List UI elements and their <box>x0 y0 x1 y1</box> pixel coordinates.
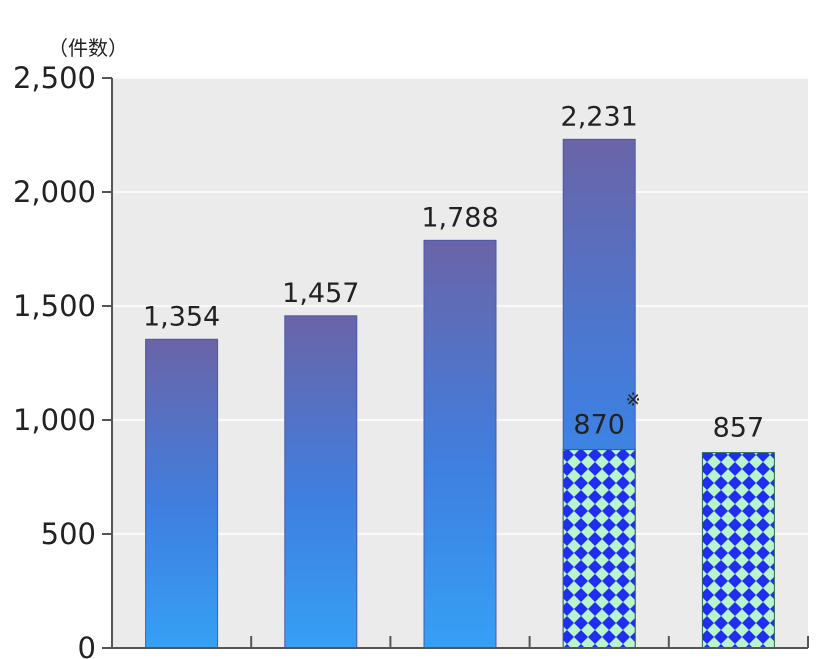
data-label: 1,457 <box>282 278 359 309</box>
y-axis: 0 500 1,000 1,500 2,000 2,500 <box>13 61 113 659</box>
bars <box>145 138 775 649</box>
bar <box>284 315 358 649</box>
annotation-mark: ※ <box>626 390 641 411</box>
bar <box>423 239 497 649</box>
data-labels: 1,354 1,457 1,788 2,231 870※ 857 <box>143 101 764 443</box>
y-tick-label: 1,000 <box>13 403 96 437</box>
y-tick-label: 2,500 <box>13 61 96 95</box>
patterned-bar <box>701 452 775 649</box>
data-label: 857 <box>713 413 765 444</box>
y-tick-label: 1,500 <box>13 289 96 323</box>
data-label: 870 <box>573 410 625 441</box>
data-label: 2,231 <box>561 101 638 132</box>
patterned-bar <box>562 449 636 649</box>
bar <box>145 338 219 649</box>
data-label: 1,354 <box>143 301 220 332</box>
y-tick-label: 500 <box>41 517 96 551</box>
y-unit-label: （件数） <box>48 36 128 60</box>
y-tick-label: 2,000 <box>13 175 96 209</box>
y-tick-label: 0 <box>78 631 96 659</box>
x-ticks <box>250 636 809 648</box>
data-label: 1,788 <box>421 202 498 233</box>
